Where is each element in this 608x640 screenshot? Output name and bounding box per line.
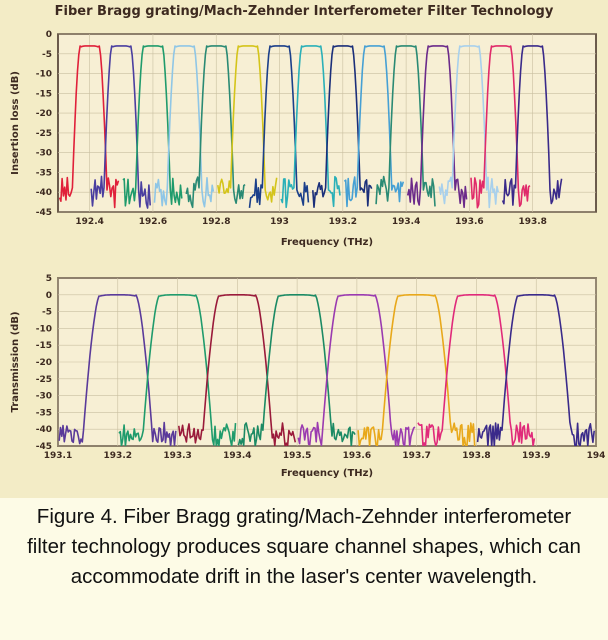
channel-11-line [375, 45, 436, 207]
x-tick-label: 192.8 [202, 217, 230, 227]
x-tick-label: 193.6 [343, 451, 371, 461]
x-tick-label: 193.4 [392, 217, 420, 227]
y-axis-label: Insertion loss (dB) [10, 71, 21, 175]
y-tick-label: -40 [36, 425, 52, 435]
channel-2-line [90, 45, 151, 209]
channel-4-line [153, 45, 215, 208]
y-tick-label: 5 [46, 274, 52, 284]
x-tick-label: 193.3 [163, 451, 191, 461]
x-tick-label: 193.8 [462, 451, 490, 461]
y-tick-label: -35 [36, 168, 52, 178]
channel-12-line [406, 45, 468, 209]
x-axis-label: Frequency (THz) [281, 237, 373, 248]
channel-15-line [501, 45, 563, 206]
series-group [58, 45, 563, 209]
x-tick-label: 193.9 [522, 451, 550, 461]
channel-10-line [343, 45, 405, 208]
y-tick-label: -15 [36, 89, 52, 99]
y-tick-label: -5 [42, 50, 52, 60]
y-tick-label: -45 [36, 442, 52, 452]
x-tick-label: 193 [270, 217, 289, 227]
channel-7-line [248, 45, 310, 208]
channel-6-line [217, 45, 278, 203]
x-tick-label: 192.6 [139, 217, 167, 227]
x-tick-label: 193.2 [104, 451, 132, 461]
y-tick-label: -30 [36, 392, 52, 402]
y-tick-label: 0 [46, 30, 52, 40]
y-tick-label: -40 [36, 188, 52, 198]
channel-8-line [476, 293, 595, 446]
x-tick-label: 194 [587, 451, 606, 461]
channel-3-line [178, 293, 297, 446]
x-tick-label: 193.5 [283, 451, 311, 461]
y-tick-label: -20 [36, 109, 52, 119]
y-tick-label: -25 [36, 129, 52, 139]
channel-4-line [237, 293, 356, 446]
series-group [58, 293, 595, 446]
y-tick-label: -45 [36, 208, 52, 218]
channel-5-line [297, 293, 416, 446]
x-tick-label: 193.6 [455, 217, 483, 227]
figure-caption: Figure 4. Fiber Bragg grating/Mach-Zehnd… [27, 505, 581, 588]
y-tick-label: -5 [42, 308, 52, 318]
x-tick-label: 193.8 [518, 217, 546, 227]
channel-1-line [58, 293, 177, 446]
channel-1-line [58, 45, 120, 209]
channel-7-line [417, 293, 536, 446]
chart-1: 0 -5 -10 -15 -20 -25 -30 -35 -40 -45 192.4 192.6 192… [10, 30, 597, 248]
channel-2-line [118, 293, 237, 446]
channel-8-line [280, 45, 341, 209]
channel-3-line [122, 45, 183, 207]
y-tick-label: -10 [36, 70, 52, 80]
channel-14-line [470, 45, 531, 209]
channel-5-line [185, 45, 246, 209]
y-tick-label: 0 [46, 291, 52, 301]
x-tick-label: 193.1 [44, 451, 72, 461]
y-tick-label: -30 [36, 149, 52, 159]
plot-area [57, 33, 597, 213]
channel-9-line [312, 45, 373, 208]
y-tick-label: -10 [36, 324, 52, 334]
x-axis-label: Frequency (THz) [281, 468, 373, 479]
x-tick-label: 193.2 [329, 217, 357, 227]
y-tick-label: -25 [36, 375, 52, 385]
x-tick-label: 192.4 [75, 217, 103, 227]
charts-svg: 0 -5 -10 -15 -20 -25 -30 -35 -40 -45 192.4 192.6 192… [10, 30, 605, 479]
channel-13-line [438, 45, 500, 209]
y-axis-label: Transmission (dB) [10, 311, 21, 412]
figure-title: Fiber Bragg grating/Mach-Zehnder Interfe… [54, 4, 554, 19]
y-tick-label: -20 [36, 358, 52, 368]
y-tick-label: -15 [36, 341, 52, 351]
caption-box: Figure 4. Fiber Bragg grating/Mach-Zehnd… [0, 498, 608, 640]
x-tick-label: 193.4 [223, 451, 251, 461]
x-tick-label: 193.7 [402, 451, 430, 461]
channel-6-line [357, 293, 476, 446]
y-tick-label: -35 [36, 408, 52, 418]
